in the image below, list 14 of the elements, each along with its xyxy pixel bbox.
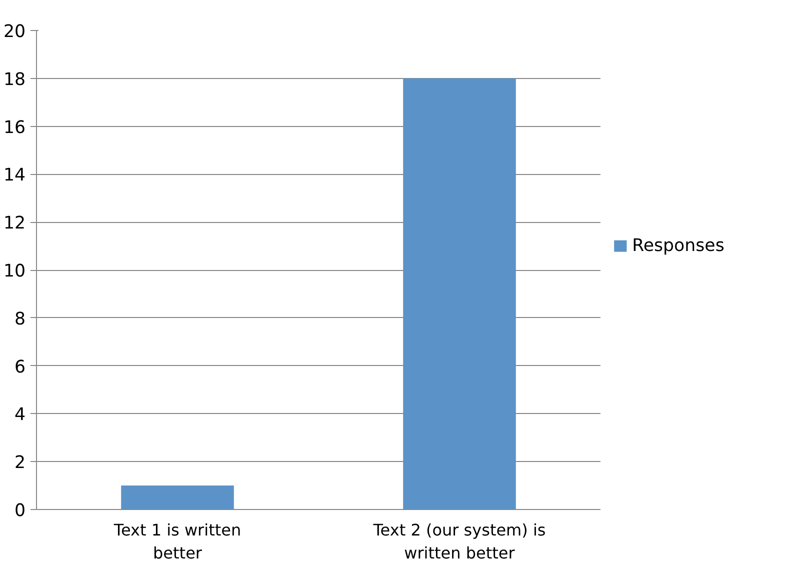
y-tick-label: 18 <box>3 70 26 90</box>
y-tick-label: 16 <box>3 118 26 138</box>
y-tick-label: 4 <box>14 405 26 426</box>
x-tick-label: Text 1 is written better <box>112 520 242 562</box>
legend-label: Responses <box>632 236 724 256</box>
y-tick-label: 14 <box>3 166 26 186</box>
y-tick-label: 2 <box>14 453 26 474</box>
y-tick-label: 0 <box>14 501 26 521</box>
y-tick-label: 12 <box>3 214 26 234</box>
y-tick-label: 8 <box>14 309 26 330</box>
y-tick-label: 20 <box>3 22 26 42</box>
y-tick-label: 6 <box>14 357 26 378</box>
x-tick-label: Text 2 (our system) is written better <box>372 520 546 562</box>
y-tick-label: 10 <box>3 262 26 282</box>
